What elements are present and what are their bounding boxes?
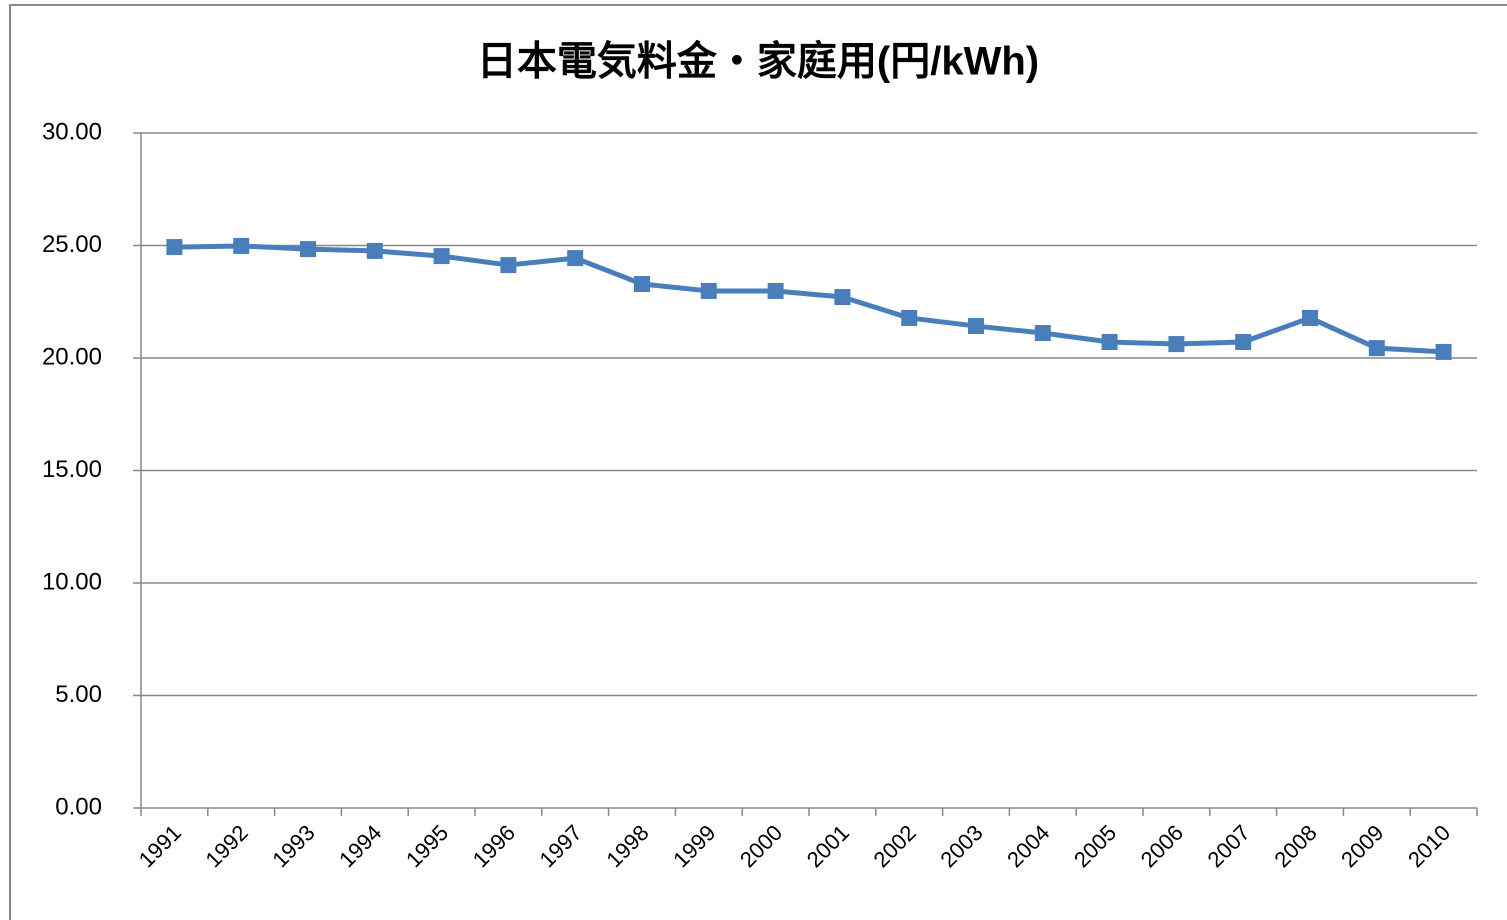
y-tick-label: 15.00 xyxy=(42,456,102,483)
point-marker xyxy=(968,318,984,335)
point-marker xyxy=(1034,325,1051,342)
chart-title: 日本電気料金・家庭用(円/kWh) xyxy=(477,39,1039,84)
point-marker xyxy=(166,239,183,256)
y-tick-label: 20.00 xyxy=(42,343,102,370)
point-marker xyxy=(1368,340,1385,357)
point-marker xyxy=(366,242,383,259)
point-marker xyxy=(1101,334,1118,351)
point-marker xyxy=(567,250,584,267)
point-marker xyxy=(1235,334,1252,351)
point-marker xyxy=(1435,343,1452,360)
y-tick-label: 5.00 xyxy=(55,681,102,708)
y-tick-label: 10.00 xyxy=(42,568,102,595)
point-marker xyxy=(233,237,250,254)
point-marker xyxy=(901,309,918,326)
point-marker xyxy=(500,257,517,274)
point-marker xyxy=(433,248,450,265)
point-marker xyxy=(300,241,316,258)
point-marker xyxy=(1302,309,1318,326)
point-marker xyxy=(634,275,650,292)
point-marker xyxy=(767,282,784,299)
y-tick-label: 30.00 xyxy=(42,118,102,145)
point-marker xyxy=(1168,336,1185,353)
point-marker xyxy=(700,282,717,299)
chart-border xyxy=(9,4,1507,920)
y-tick-label: 25.00 xyxy=(42,231,102,258)
series-line xyxy=(174,243,1444,355)
y-tick-label: 0.00 xyxy=(55,793,102,820)
point-marker xyxy=(834,289,851,306)
